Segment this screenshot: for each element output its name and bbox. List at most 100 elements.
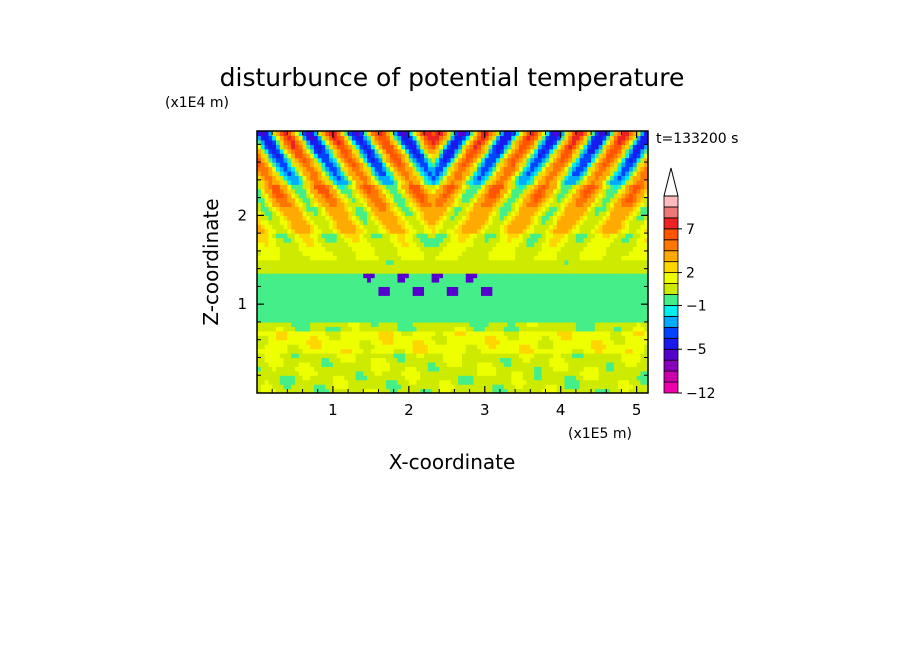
heatmap-cell [484,242,490,248]
heatmap-cell [499,233,505,239]
heatmap-cell [518,228,524,234]
heatmap-cell [348,308,353,314]
heatmap-cell [408,384,414,390]
heatmap-cell [454,255,459,261]
heatmap-cell [298,366,304,372]
heatmap-cell [283,162,288,168]
heatmap-cell [279,366,285,372]
heatmap-cell [283,175,288,181]
heatmap-cell [306,375,311,381]
heatmap-cell [378,144,383,150]
heatmap-cell [257,321,262,327]
heatmap-cell [522,335,528,341]
heatmap-cell [408,157,414,163]
heatmap-cell [477,184,482,190]
heatmap-cell [420,193,425,199]
heatmap-cell [340,286,345,292]
heatmap-cell [461,259,467,265]
heatmap-cell [541,370,547,376]
heatmap-cell [435,179,440,185]
heatmap-cell [264,166,269,172]
heatmap-cell [272,344,277,350]
heatmap-cell [405,330,410,336]
heatmap-cell [348,206,353,212]
heatmap-cell [298,202,304,208]
heatmap-cell [450,330,455,336]
heatmap-cell [408,375,414,381]
heatmap-cell [405,246,410,252]
heatmap-cell [461,162,467,168]
heatmap-cell [526,375,531,381]
heatmap-cell [484,277,490,283]
heatmap-cell [348,379,353,385]
heatmap-cell [424,233,429,239]
heatmap-cell [553,366,558,372]
heatmap-cell [461,326,467,332]
heatmap-cell [465,308,471,314]
heatmap-cell [439,259,444,265]
heatmap-cell [268,259,273,265]
heatmap-cell [465,202,471,208]
heatmap-cell [275,188,281,194]
heatmap-cell [484,179,490,185]
heatmap-cell [336,295,342,301]
heatmap-cell [405,162,410,168]
heatmap-cell [526,131,531,137]
heatmap-cell [386,375,391,381]
heatmap-cell [329,246,334,252]
heatmap-cell [378,339,383,345]
heatmap-cell [511,361,516,367]
heatmap-cell [435,224,440,230]
heatmap-cell [518,339,524,345]
heatmap-cell [408,304,414,310]
heatmap-cell [310,162,315,168]
heatmap-cell [294,335,300,341]
heatmap-cell [492,268,497,274]
heatmap-cell [257,148,262,154]
heatmap-cell [275,384,281,390]
heatmap-cell [260,228,266,234]
heatmap-cell [446,317,452,323]
heatmap-cell [294,304,300,310]
heatmap-cell [412,353,418,359]
heatmap-cell [325,139,330,145]
heatmap-cell [477,281,482,288]
heatmap-cell [431,219,437,225]
heatmap-cell [465,348,471,354]
heatmap-cell [264,193,269,199]
heatmap-cell [374,215,380,221]
heatmap-cell [405,321,410,327]
heatmap-cell [359,228,364,234]
heatmap-cell [492,246,497,252]
heatmap-cell [465,179,471,185]
heatmap-cell [336,326,342,332]
heatmap-cell [294,370,300,376]
heatmap-cell [405,144,410,150]
heatmap-cell [572,388,577,393]
heatmap-cell [484,353,490,359]
heatmap-cell [291,313,296,319]
heatmap-cell [461,131,467,137]
heatmap-cell [359,361,364,367]
heatmap-cell [370,233,376,239]
heatmap-cell [378,304,383,310]
heatmap-cell [518,344,524,350]
heatmap-cell [461,166,467,172]
heatmap-cell [420,197,425,203]
heatmap-cell [370,326,376,332]
heatmap-cell [545,246,550,252]
heatmap-cell [507,131,512,137]
heatmap-cell [564,388,569,393]
heatmap-cell [518,131,524,137]
heatmap-cell [534,162,539,168]
heatmap-cell [287,308,292,314]
heatmap-cell [439,242,444,248]
heatmap-cell [526,308,531,314]
heatmap-cell [549,153,554,159]
heatmap-cell [291,339,296,345]
heatmap-cell [439,308,444,314]
heatmap-cell [298,233,304,239]
heatmap-cell [382,255,387,261]
heatmap-cell [382,219,387,225]
heatmap-cell [484,255,490,261]
